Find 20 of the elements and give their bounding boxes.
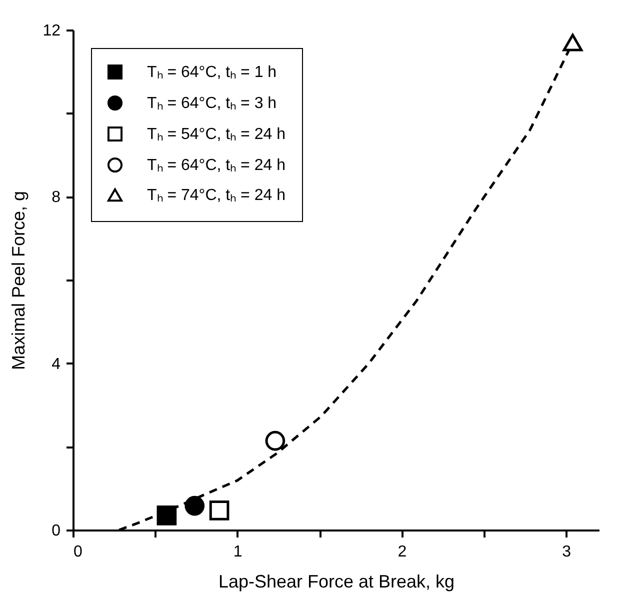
point — [209, 500, 230, 520]
y-tick-label: 8 — [52, 189, 61, 206]
legend-label: Tₕ = 64°C, tₕ = 1 h — [147, 64, 277, 81]
legend-label: Tₕ = 74°C, tₕ = 24 h — [147, 187, 286, 204]
y-axis-title: Maximal Peel Force, g — [8, 190, 29, 370]
point — [562, 34, 583, 52]
x-tick-label: 3 — [562, 544, 572, 560]
x-tick-label: 0 — [74, 544, 82, 560]
y-tick-label: 0 — [52, 522, 61, 540]
point — [156, 506, 177, 526]
legend-label: Tₕ = 64°C, tₕ = 24 h — [147, 157, 286, 174]
point — [265, 430, 286, 451]
y-tick-label: 12 — [42, 22, 61, 40]
x-tick-label: 1 — [233, 544, 242, 560]
x-axis-title: Lap-Shear Force at Break, kg — [218, 572, 455, 592]
legend-label: Tₕ = 54°C, tₕ = 24 h — [147, 126, 286, 143]
point — [184, 496, 205, 516]
y-tick-label: 4 — [52, 356, 61, 373]
legend-label: Tₕ = 64°C, tₕ = 3 h — [147, 95, 277, 112]
x-tick-label: 2 — [398, 544, 407, 560]
